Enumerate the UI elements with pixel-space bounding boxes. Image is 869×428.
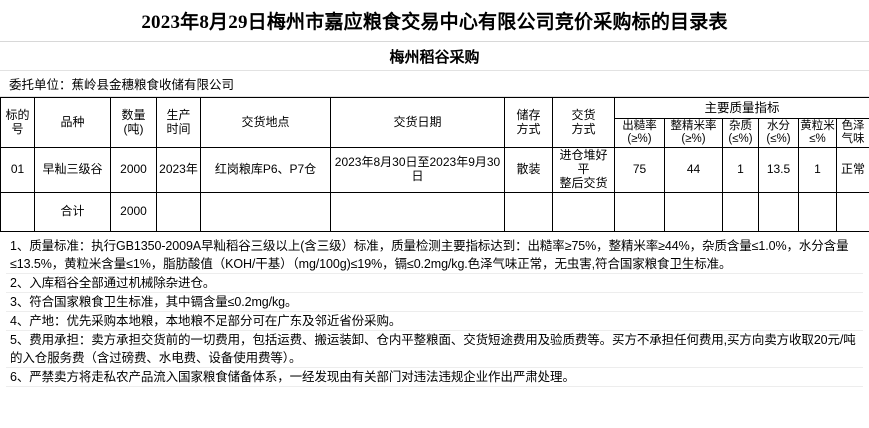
note-item-4: 4、产地：优先采购本地粮，本地粮不足部分可在广东及邻近省份采购。 <box>6 312 863 331</box>
note-item-6: 6、严禁卖方将走私农产品流入国家粮食储备体系，一经发现由有关部门对违法违规企业作… <box>6 368 863 387</box>
title-row: 2023年8月29日梅州市嘉应粮食交易中心有限公司竞价采购标的目录表 <box>0 0 869 42</box>
col-header-head-rice-line2: (≥%) <box>681 133 706 146</box>
cell-delivery-mode: 进仓堆好平 整后交货 <box>552 147 615 193</box>
col-header-brown-rice-line2: (≥%) <box>627 133 652 146</box>
cell-color-odor: 正常 <box>835 147 869 193</box>
col-header-production-line1: 生产 <box>166 107 191 122</box>
col-header-quantity: 数量 (吨) <box>110 96 157 149</box>
col-header-quantity-line1: 数量 <box>121 107 146 122</box>
col-header-quality-group: 主要质量指标 <box>613 97 869 119</box>
cell-delivery-mode-line1: 进仓堆好平 <box>559 148 608 177</box>
table-total-row: 合计 2000 <box>0 191 869 232</box>
cell-total-brown-rice-rate <box>614 191 665 232</box>
cell-yellow-rice: 1 <box>798 147 837 193</box>
col-header-head-rice-rate: 整精米率 (≥%) <box>664 117 723 149</box>
cell-total-color-odor <box>835 191 869 232</box>
cell-lot-no: 01 <box>0 147 35 193</box>
cell-total-head-rice-rate <box>664 191 723 232</box>
notes-section: 1、质量标准：执行GB1350-2009A早籼稻谷三级以上(含三级）标准，质量检… <box>0 232 869 387</box>
cell-total-delivery-mode <box>552 191 615 232</box>
col-header-moisture-line1: 水分 <box>767 120 790 132</box>
note-item-1: 1、质量标准：执行GB1350-2009A早籼稻谷三级以上(含三级）标准，质量检… <box>6 237 863 274</box>
cell-moisture: 13.5 <box>758 147 799 193</box>
procurement-table: 标的 号 品种 数量 (吨) 生产 时间 交货地点 交货日期 储存 方式 交货 … <box>0 96 869 232</box>
entrust-unit-label: 委托单位：蕉岭县金穗粮食收储有限公司 <box>9 78 235 92</box>
cell-impurity: 1 <box>722 147 759 193</box>
col-header-brown-rice-rate: 出糙率 (≥%) <box>614 117 665 149</box>
cell-delivery-place: 红岗粮库P6、P7仓 <box>200 147 331 193</box>
col-header-delivery-mode: 交货 方式 <box>552 96 615 149</box>
cell-total-production-time <box>156 191 201 232</box>
col-header-delivery-date: 交货日期 <box>330 96 505 149</box>
cell-total-label: 合计 <box>34 191 111 232</box>
page-subtitle: 梅州稻谷采购 <box>389 49 480 66</box>
col-header-yellow-rice: 黄粒米 ≤% <box>798 117 837 149</box>
cell-total-moisture <box>758 191 799 232</box>
note-item-5: 5、费用承担：卖方承担交货前的一切费用，包括运费、搬运装卸、仓内平整粮面、交货短… <box>6 331 863 368</box>
col-header-storage-mode: 储存 方式 <box>504 96 553 149</box>
col-header-variety: 品种 <box>34 96 111 149</box>
cell-delivery-date: 2023年8月30日至2023年9月30日 <box>330 147 505 193</box>
col-header-delivery-mode-line1: 交货 <box>571 107 596 122</box>
table-row: 01 早籼三级谷 2000 2023年 红岗粮库P6、P7仓 2023年8月30… <box>0 147 869 193</box>
note-item-3: 3、符合国家粮食卫生标准，其中镉含量≤0.2mg/kg。 <box>6 293 863 312</box>
subtitle-row: 梅州稻谷采购 <box>0 42 869 71</box>
cell-total-delivery-place <box>200 191 331 232</box>
col-header-delivery-mode-line2: 方式 <box>571 121 596 136</box>
cell-delivery-mode-line2: 整后交货 <box>559 176 608 191</box>
cell-brown-rice-rate: 75 <box>614 147 665 193</box>
cell-production-time: 2023年 <box>156 147 201 193</box>
cell-total-impurity <box>722 191 759 232</box>
cell-total-storage-mode <box>504 191 553 232</box>
cell-head-rice-rate: 44 <box>664 147 723 193</box>
col-header-moisture: 水分 (≤%) <box>758 117 799 149</box>
table-subheader-row: 出糙率 (≥%) 整精米率 (≥%) 杂质 (≤%) 水分 (≤%) 黄粒米 ≤… <box>1 117 869 149</box>
col-header-color-odor-line2: 气味 <box>841 133 865 146</box>
col-header-lot-no-line2: 号 <box>11 121 24 136</box>
cell-storage-mode: 散装 <box>504 147 553 193</box>
cell-total-delivery-date <box>330 191 505 232</box>
col-header-storage-line2: 方式 <box>516 121 541 136</box>
col-header-brown-rice-line1: 出糙率 <box>622 120 657 132</box>
col-header-yellow-rice-line2: ≤% <box>809 133 826 146</box>
col-header-production-line2: 时间 <box>166 121 191 136</box>
col-header-moisture-line2: (≤%) <box>766 133 791 146</box>
cell-total-yellow-rice <box>798 191 837 232</box>
col-header-lot-no-line1: 标的 <box>5 107 30 122</box>
entrust-unit-row: 委托单位：蕉岭县金穗粮食收储有限公司 <box>0 71 869 97</box>
page-title: 2023年8月29日梅州市嘉应粮食交易中心有限公司竞价采购标的目录表 <box>141 12 728 33</box>
col-header-head-rice-line1: 整精米率 <box>670 120 717 132</box>
col-header-yellow-rice-line1: 黄粒米 <box>800 120 835 132</box>
cell-quantity: 2000 <box>110 147 157 193</box>
col-header-quantity-line2: (吨) <box>123 121 144 136</box>
note-item-2: 2、入库稻谷全部通过机械除杂进仓。 <box>6 274 863 293</box>
col-header-production-time: 生产 时间 <box>156 96 201 149</box>
cell-total-quantity: 2000 <box>110 191 157 232</box>
col-header-color-odor-line1: 色泽 <box>841 120 865 132</box>
col-header-impurity-line2: (≤%) <box>728 133 753 146</box>
col-header-color-odor: 色泽 气味 <box>835 117 869 149</box>
cell-variety: 早籼三级谷 <box>34 147 111 193</box>
col-header-impurity-line1: 杂质 <box>729 120 752 132</box>
table-group-header-row: 标的 号 品种 数量 (吨) 生产 时间 交货地点 交货日期 储存 方式 交货 … <box>0 96 869 149</box>
col-header-delivery-place: 交货地点 <box>200 96 331 149</box>
col-header-impurity: 杂质 (≤%) <box>722 117 759 149</box>
cell-total-lot-no <box>0 191 35 232</box>
col-header-lot-no: 标的 号 <box>0 96 35 149</box>
col-header-storage-line1: 储存 <box>516 107 541 122</box>
